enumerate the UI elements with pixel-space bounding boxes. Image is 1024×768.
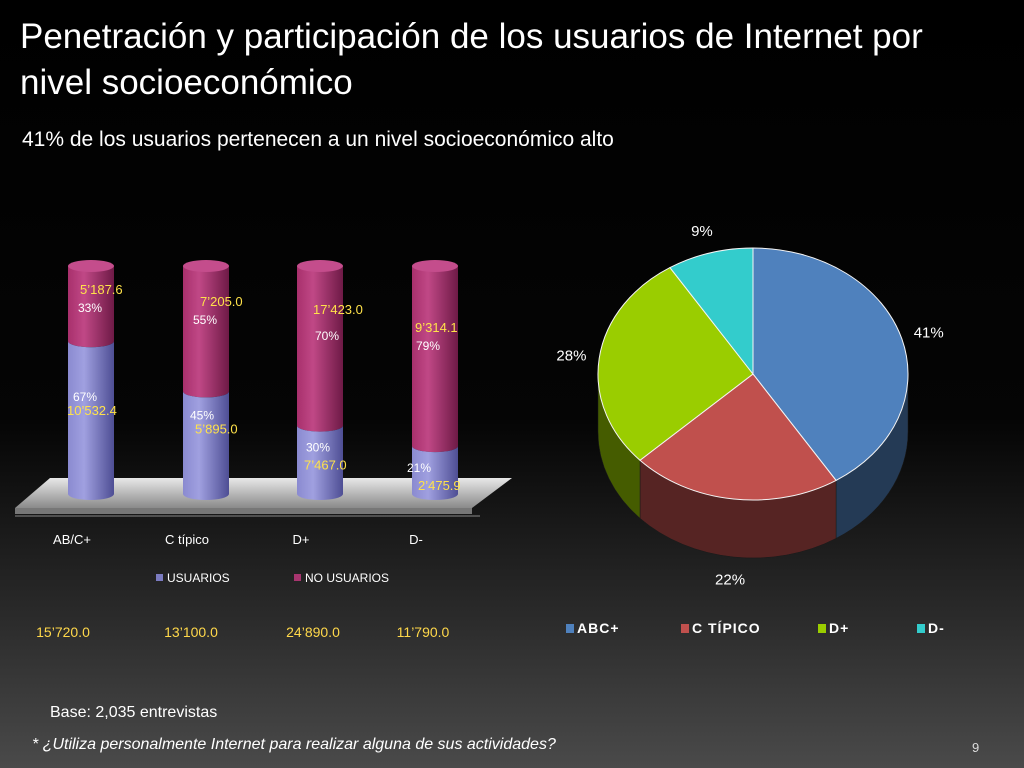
- bar-amount-label: 9’314.1: [415, 320, 458, 335]
- bar-top-cap: [297, 260, 343, 272]
- footnote: * ¿Utiliza personalmente Internet para r…: [32, 736, 556, 753]
- pie-slice: [752, 247, 909, 482]
- slide-subtitle: 41% de los usuarios pertenecen a un nive…: [22, 128, 614, 151]
- legend-label: D+: [829, 620, 849, 636]
- bar-usuarios: [68, 341, 114, 500]
- legend-swatch: [156, 574, 163, 581]
- bar-amount-label: 5’895.0: [195, 421, 238, 436]
- bar-amount-label: 5’187.6: [80, 282, 123, 297]
- legend-swatch: [917, 624, 925, 633]
- bar-usuarios: [297, 425, 343, 500]
- legend-label: NO USUARIOS: [305, 571, 389, 585]
- totals-row: 15’720.0 13’100.0 24’890.0 11’790.0: [0, 624, 520, 644]
- pie-percent-label: 41%: [914, 324, 944, 341]
- total-value: 13’100.0: [164, 624, 218, 640]
- x-axis-tick-label: C típico: [165, 532, 209, 547]
- bar-percent-label: 30%: [306, 441, 330, 455]
- legend-swatch: [566, 624, 574, 633]
- x-axis-tick-label: D-: [409, 532, 423, 547]
- pie-percent-label: 9%: [691, 223, 713, 240]
- legend-label: USUARIOS: [167, 571, 230, 585]
- bar-no-usuarios: [412, 266, 458, 453]
- stacked-bar-chart: 5’187.6 33% 67%10’532.4 AB/C+ 7’205.0 55% 45%5…: [15, 260, 512, 585]
- bar-top-cap: [68, 260, 114, 272]
- bar-usuarios: [183, 391, 229, 500]
- chart-floor: [15, 478, 512, 508]
- pie-percent-label: 22%: [715, 572, 745, 589]
- bar-usuarios: [412, 446, 458, 500]
- legend-swatch: [681, 624, 689, 633]
- slide-title: Penetración y participación de los usuar…: [20, 17, 923, 102]
- bar-percent-label: 45%: [190, 408, 214, 422]
- page-number: 9: [972, 740, 980, 755]
- bar-percent-label: 33%: [78, 301, 102, 315]
- bar-amount-label: 10’532.4: [67, 403, 117, 418]
- total-value: 24’890.0: [286, 624, 340, 640]
- legend-label: D-: [928, 620, 945, 636]
- bar-percent-label: 21%: [407, 461, 431, 475]
- chart-floor-edge: [15, 508, 472, 514]
- pie-slice: [639, 373, 837, 501]
- bar-no-usuarios: [297, 266, 343, 432]
- bar-percent-label: 55%: [193, 313, 217, 327]
- pie-chart: 41% 22% 28% 9% ABC+ C TÍPICO D+ D-: [556, 223, 945, 636]
- bar-no-usuarios: [68, 266, 114, 348]
- legend-swatch: [294, 574, 301, 581]
- bar-top-cap: [412, 260, 458, 272]
- bar-amount-label: 2’475.9: [418, 478, 461, 493]
- bar-amount-label: 17’423.0: [313, 302, 363, 317]
- total-value: 11’790.0: [396, 624, 450, 640]
- legend-swatch: [818, 624, 826, 633]
- bar-top-cap: [183, 260, 229, 272]
- pie-slice: [597, 266, 754, 461]
- legend-label: ABC+: [577, 620, 620, 636]
- x-axis-tick-label: D+: [293, 532, 310, 547]
- base-note: Base: 2,035 entrevistas: [50, 704, 218, 721]
- bar-amount-label: 7’205.0: [200, 294, 243, 309]
- bar-percent-label: 70%: [315, 329, 339, 343]
- pie-slice: [669, 247, 754, 376]
- bar-amount-label: 7’467.0: [304, 458, 347, 473]
- bar-no-usuarios: [183, 266, 229, 398]
- total-value: 15’720.0: [36, 624, 90, 640]
- x-axis-tick-label: AB/C+: [53, 532, 91, 547]
- bar-percent-label: 67%: [73, 390, 97, 404]
- legend-label: C TÍPICO: [692, 620, 761, 636]
- pie-percent-label: 28%: [556, 347, 586, 364]
- bar-percent-label: 79%: [416, 339, 440, 353]
